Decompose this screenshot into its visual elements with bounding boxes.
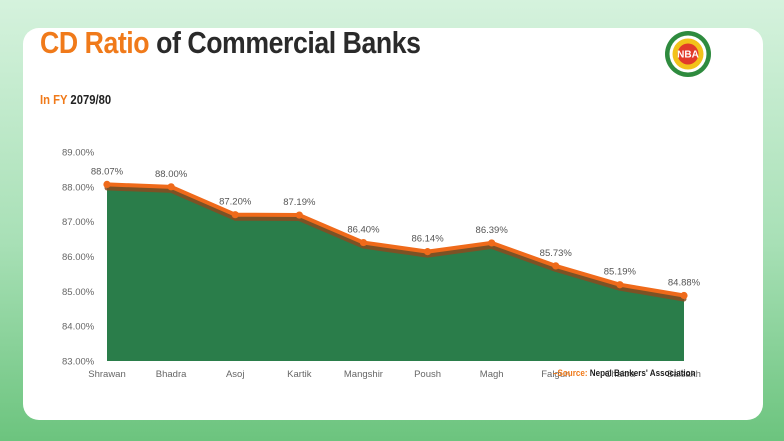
y-tick-label: 83.00% [62, 357, 95, 368]
series-line [105, 182, 686, 298]
data-label-shrawan: 88.07% [91, 166, 124, 177]
data-label-falgun: 85.73% [540, 248, 573, 259]
x-tick-mangshir: Mangshir [344, 369, 383, 380]
x-tick-baisakh: Baisakh [667, 369, 701, 380]
data-label-poush: 86.14% [411, 234, 444, 245]
x-tick-bhadra: Bhadra [156, 369, 187, 380]
data-point-shrawan [103, 180, 111, 188]
data-point-baisakh [680, 291, 688, 300]
subtitle-accent: In FY [40, 93, 68, 107]
data-label-chaitra: 85.19% [604, 267, 637, 278]
nba-logo: NBA [665, 31, 711, 77]
data-label-mangshir: 86.40% [347, 225, 380, 236]
data-point-poush [423, 248, 432, 256]
y-tick-label: 88.00% [62, 182, 95, 193]
y-tick-label: 86.00% [62, 252, 95, 263]
x-tick-kartik: Kartik [287, 369, 312, 380]
data-label-kartik: 87.19% [283, 197, 316, 208]
data-label-magh: 86.39% [476, 225, 509, 236]
title-rest: of Commercial Banks [149, 25, 421, 60]
data-point-chaitra [616, 281, 624, 289]
y-tick-label: 89.00% [62, 148, 95, 159]
title-accent: CD Ratio [40, 25, 150, 60]
y-tick-label: 87.00% [62, 217, 95, 228]
data-point-falgun [552, 262, 560, 270]
data-point-bhadra [167, 183, 175, 191]
logo-text: NBA [677, 50, 699, 61]
data-point-magh [488, 239, 496, 247]
subtitle-rest: 2079/80 [67, 93, 112, 107]
y-tick-label: 85.00% [62, 287, 95, 298]
source-label: –Source: [553, 368, 588, 379]
x-tick-magh: Magh [480, 369, 504, 380]
series-line-shadow [104, 185, 687, 302]
source-value: Nepal Bankers' Association [589, 368, 696, 379]
source-note: –Source: Nepal Bankers' Association [553, 368, 696, 379]
area-fill [107, 184, 684, 361]
data-label-bhadra: 88.00% [155, 169, 188, 180]
x-tick-falgun: Falgun [541, 369, 570, 380]
data-label-baisakh: 84.88% [668, 278, 701, 289]
page-title: CD Ratio of Commercial Banks [40, 25, 421, 61]
y-tick-label: 84.00% [62, 322, 95, 333]
x-tick-chaitra: Chaitra [605, 369, 636, 380]
data-point-kartik [295, 211, 303, 219]
data-point-mangshir [359, 238, 368, 247]
x-tick-shrawan: Shrawan [88, 369, 126, 380]
x-tick-poush: Poush [414, 369, 441, 380]
data-point-asoj [231, 211, 239, 219]
fiscal-year-subtitle: In FY 2079/80 [40, 93, 111, 107]
data-label-asoj: 87.20% [219, 197, 252, 208]
x-tick-asoj: Asoj [226, 369, 244, 380]
